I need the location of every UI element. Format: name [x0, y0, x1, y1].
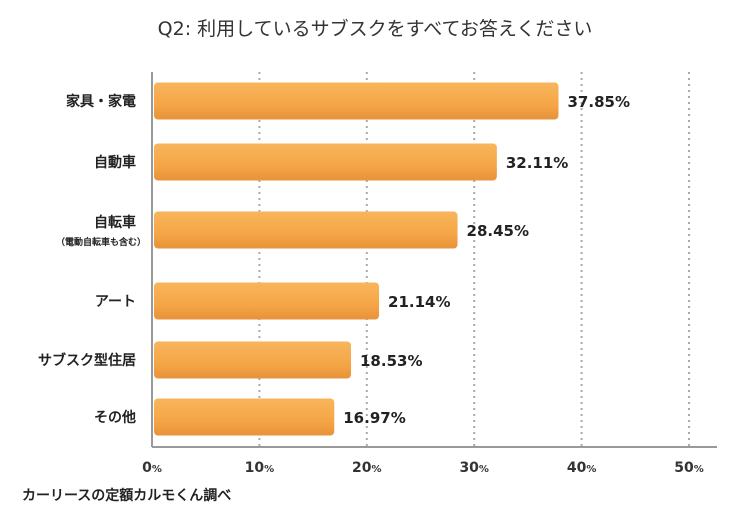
- category-sublabel-2: （電動自転車も含む）: [56, 236, 146, 248]
- bar-5: [154, 398, 335, 436]
- bar-0: [154, 82, 559, 120]
- category-label-5: その他: [94, 409, 136, 426]
- value-label-2: 28.45%: [467, 222, 529, 240]
- x-tick-label-40: 40%: [567, 460, 597, 476]
- value-label-0: 37.85%: [568, 93, 630, 111]
- value-label-1: 32.11%: [506, 154, 568, 172]
- bar-4: [154, 341, 352, 379]
- axis-layer: 0% 10% 20% 30% 40% 50%: [142, 72, 717, 476]
- category-label-4: サブスク型住居: [38, 352, 136, 369]
- x-tick-label-30: 30%: [459, 460, 489, 476]
- bar-3: [154, 282, 380, 320]
- category-label-2: 自転車: [94, 214, 136, 231]
- value-label-4: 18.53%: [360, 352, 422, 370]
- bar-2: [154, 211, 458, 249]
- value-label-5: 16.97%: [343, 409, 405, 427]
- category-label-0: 家具・家電: [66, 93, 136, 110]
- grid-layer: [258, 72, 690, 447]
- x-tick-label-50: 50%: [674, 460, 704, 476]
- value-label-3: 21.14%: [388, 293, 450, 311]
- x-tick-label-0: 0%: [142, 460, 162, 476]
- labels-layer: 37.85% 家具・家電 32.11% 自動車 28.45% 自転車 （電動自転車も含む） 2…: [38, 93, 630, 427]
- chart-title: Q2: 利用しているサブスクをすべてお答えください: [157, 18, 593, 40]
- x-tick-label-20: 20%: [352, 460, 382, 476]
- category-label-1: 自動車: [94, 154, 136, 171]
- x-tick-label-10: 10%: [245, 460, 275, 476]
- bars-layer: [154, 82, 559, 436]
- bar-1: [154, 143, 497, 181]
- category-label-3: アート: [95, 294, 136, 310]
- source-note: カーリースの定額カルモくん調べ: [22, 488, 232, 504]
